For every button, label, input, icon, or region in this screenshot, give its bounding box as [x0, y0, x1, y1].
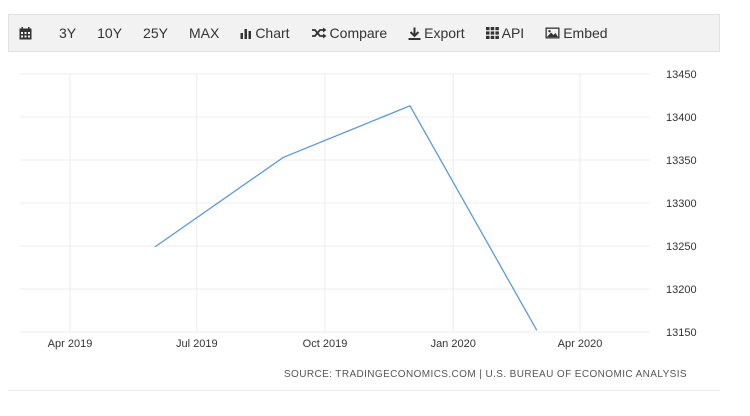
- data-point[interactable]: [280, 154, 286, 160]
- x-axis: Apr 2019 Jul 2019 Oct 2019 Jan 2020 Apr 2020: [48, 338, 603, 350]
- calendar-icon: [19, 26, 32, 40]
- y-axis: 13150 13200 13250 13300 13350 13400 13450: [666, 69, 697, 339]
- embed-button[interactable]: Embed: [545, 25, 608, 41]
- range-10y-button[interactable]: 10Y: [97, 25, 123, 41]
- y-tick-label: 13250: [666, 241, 697, 253]
- chart-grid: [20, 73, 650, 333]
- chart-toolbar: 3Y 10Y 25Y MAX Chart Compare: [8, 14, 720, 52]
- x-tick-label: Oct 2019: [303, 338, 348, 350]
- data-point[interactable]: [534, 327, 540, 333]
- y-tick-label: 13200: [666, 284, 697, 296]
- export-button-label: Export: [424, 25, 465, 41]
- range-3y-button[interactable]: 3Y: [59, 25, 77, 41]
- export-button[interactable]: Export: [408, 25, 465, 41]
- bar-chart-icon: [240, 27, 252, 39]
- grid-icon: [485, 27, 499, 39]
- y-tick-label: 13450: [666, 69, 697, 81]
- y-tick-label: 13300: [666, 198, 697, 210]
- chart-button[interactable]: Chart: [240, 25, 290, 41]
- compare-button[interactable]: Compare: [311, 25, 388, 41]
- x-tick-label: Jan 2020: [431, 338, 476, 350]
- series-line: [154, 105, 538, 331]
- y-tick-label: 13150: [666, 327, 697, 339]
- download-icon: [408, 27, 421, 40]
- footer-divider: [8, 390, 720, 391]
- x-tick-label: Apr 2020: [558, 338, 603, 350]
- x-tick-label: Jul 2019: [176, 338, 218, 350]
- compare-button-label: Compare: [329, 25, 388, 41]
- data-point[interactable]: [152, 244, 158, 250]
- image-icon: [545, 27, 560, 39]
- line-chart: 13150 13200 13250 13300 13350 13400 13450 Apr …: [20, 69, 697, 380]
- source-text: SOURCE: TRADINGECONOMICS.COM | U.S. BURE…: [284, 369, 687, 380]
- api-button[interactable]: API: [485, 25, 525, 41]
- x-tick-label: Apr 2019: [48, 338, 93, 350]
- chart-area: 13150 13200 13250 13300 13350 13400 13450 Apr …: [0, 52, 750, 392]
- y-tick-label: 13400: [666, 112, 697, 124]
- range-max-button[interactable]: MAX: [188, 25, 220, 41]
- chart-button-label: Chart: [255, 25, 290, 41]
- shuffle-icon: [311, 27, 327, 39]
- embed-button-label: Embed: [563, 25, 608, 41]
- calendar-button[interactable]: [19, 26, 35, 40]
- y-tick-label: 13350: [666, 155, 697, 167]
- chart-series: [152, 103, 540, 333]
- api-button-label: API: [501, 25, 525, 41]
- range-25y-button[interactable]: 25Y: [143, 25, 168, 41]
- data-point[interactable]: [407, 103, 413, 109]
